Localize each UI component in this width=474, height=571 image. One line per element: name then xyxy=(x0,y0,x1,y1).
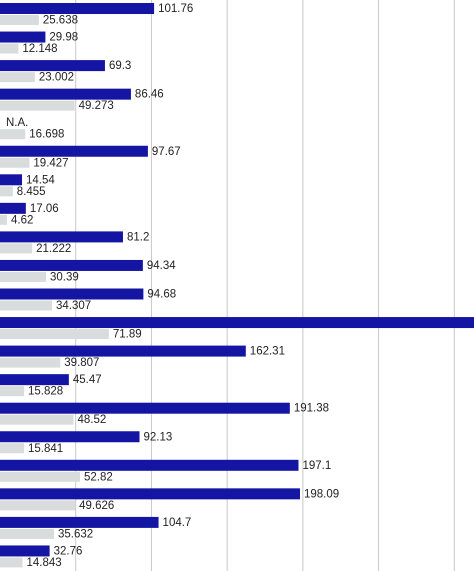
bar xyxy=(0,72,35,83)
bar xyxy=(0,500,76,511)
value-label: 4.62 xyxy=(11,214,33,226)
value-label: 71.89 xyxy=(113,329,142,341)
value-label: 15.841 xyxy=(28,443,63,455)
value-label: 19.427 xyxy=(33,157,68,169)
value-label: 86.46 xyxy=(135,89,164,101)
bar xyxy=(0,60,105,72)
bar xyxy=(0,545,50,557)
bar xyxy=(0,271,47,282)
value-label: 8.455 xyxy=(17,186,46,198)
value-label: 197.1 xyxy=(302,460,331,472)
value-label: 14.843 xyxy=(26,557,61,569)
value-label: 104.7 xyxy=(163,517,192,529)
value-label: 34.307 xyxy=(56,300,91,312)
bar xyxy=(0,443,24,454)
value-label: 49.273 xyxy=(79,100,114,112)
bar xyxy=(0,488,300,500)
bar xyxy=(0,259,143,271)
bar xyxy=(0,88,131,100)
value-label: 29.98 xyxy=(49,32,78,44)
value-label: 48.52 xyxy=(77,414,106,426)
value-label: 30.39 xyxy=(50,271,79,283)
value-label: 49.626 xyxy=(79,500,114,512)
bar xyxy=(0,557,23,568)
value-label: 15.828 xyxy=(28,386,63,398)
value-label: 35.632 xyxy=(58,528,93,540)
value-label: 14.54 xyxy=(26,174,55,186)
bar xyxy=(0,202,26,214)
bar xyxy=(0,471,80,482)
value-label: 69.3 xyxy=(109,60,131,72)
bar xyxy=(0,431,140,443)
value-label: 92.13 xyxy=(144,431,173,443)
bar xyxy=(0,300,52,311)
value-label: 23.002 xyxy=(39,72,74,84)
value-label: 52.82 xyxy=(84,471,113,483)
bar xyxy=(0,345,246,357)
bar xyxy=(0,43,19,54)
value-label: 97.67 xyxy=(152,146,181,158)
value-label: 12.148 xyxy=(22,43,57,55)
bar xyxy=(0,386,24,397)
bar xyxy=(0,459,299,471)
bar xyxy=(0,15,39,25)
bar xyxy=(0,186,13,197)
value-label: 162.31 xyxy=(250,346,285,358)
bar xyxy=(0,357,61,368)
bar xyxy=(0,243,33,254)
bar xyxy=(0,157,30,168)
value-label: 16.698 xyxy=(29,129,64,141)
bar xyxy=(0,317,474,329)
bar xyxy=(0,3,155,14)
value-label: 39.807 xyxy=(64,357,99,369)
value-label: N.A. xyxy=(6,117,28,129)
value-label: 21.222 xyxy=(36,243,71,255)
value-label: 94.68 xyxy=(147,289,176,301)
value-label: 94.34 xyxy=(147,260,176,272)
value-label: 32.76 xyxy=(54,545,83,557)
bar xyxy=(0,528,54,539)
bar xyxy=(0,214,7,225)
bar xyxy=(0,288,144,300)
bar xyxy=(0,329,109,340)
value-label: 45.47 xyxy=(73,374,102,386)
value-label: 198.09 xyxy=(304,488,339,500)
bar xyxy=(0,402,290,414)
value-label: 191.38 xyxy=(294,403,329,415)
value-label: 25.638 xyxy=(43,15,78,27)
bar xyxy=(0,129,26,140)
value-label: 81.2 xyxy=(127,231,149,243)
bar xyxy=(0,174,23,186)
bar xyxy=(0,145,148,157)
value-label: 101.76 xyxy=(158,3,193,15)
bar xyxy=(0,231,123,243)
bar xyxy=(0,31,46,43)
bar xyxy=(0,100,75,111)
bar xyxy=(0,414,74,425)
bar xyxy=(0,516,159,528)
value-label: 17.06 xyxy=(30,203,59,215)
bar xyxy=(0,374,69,386)
